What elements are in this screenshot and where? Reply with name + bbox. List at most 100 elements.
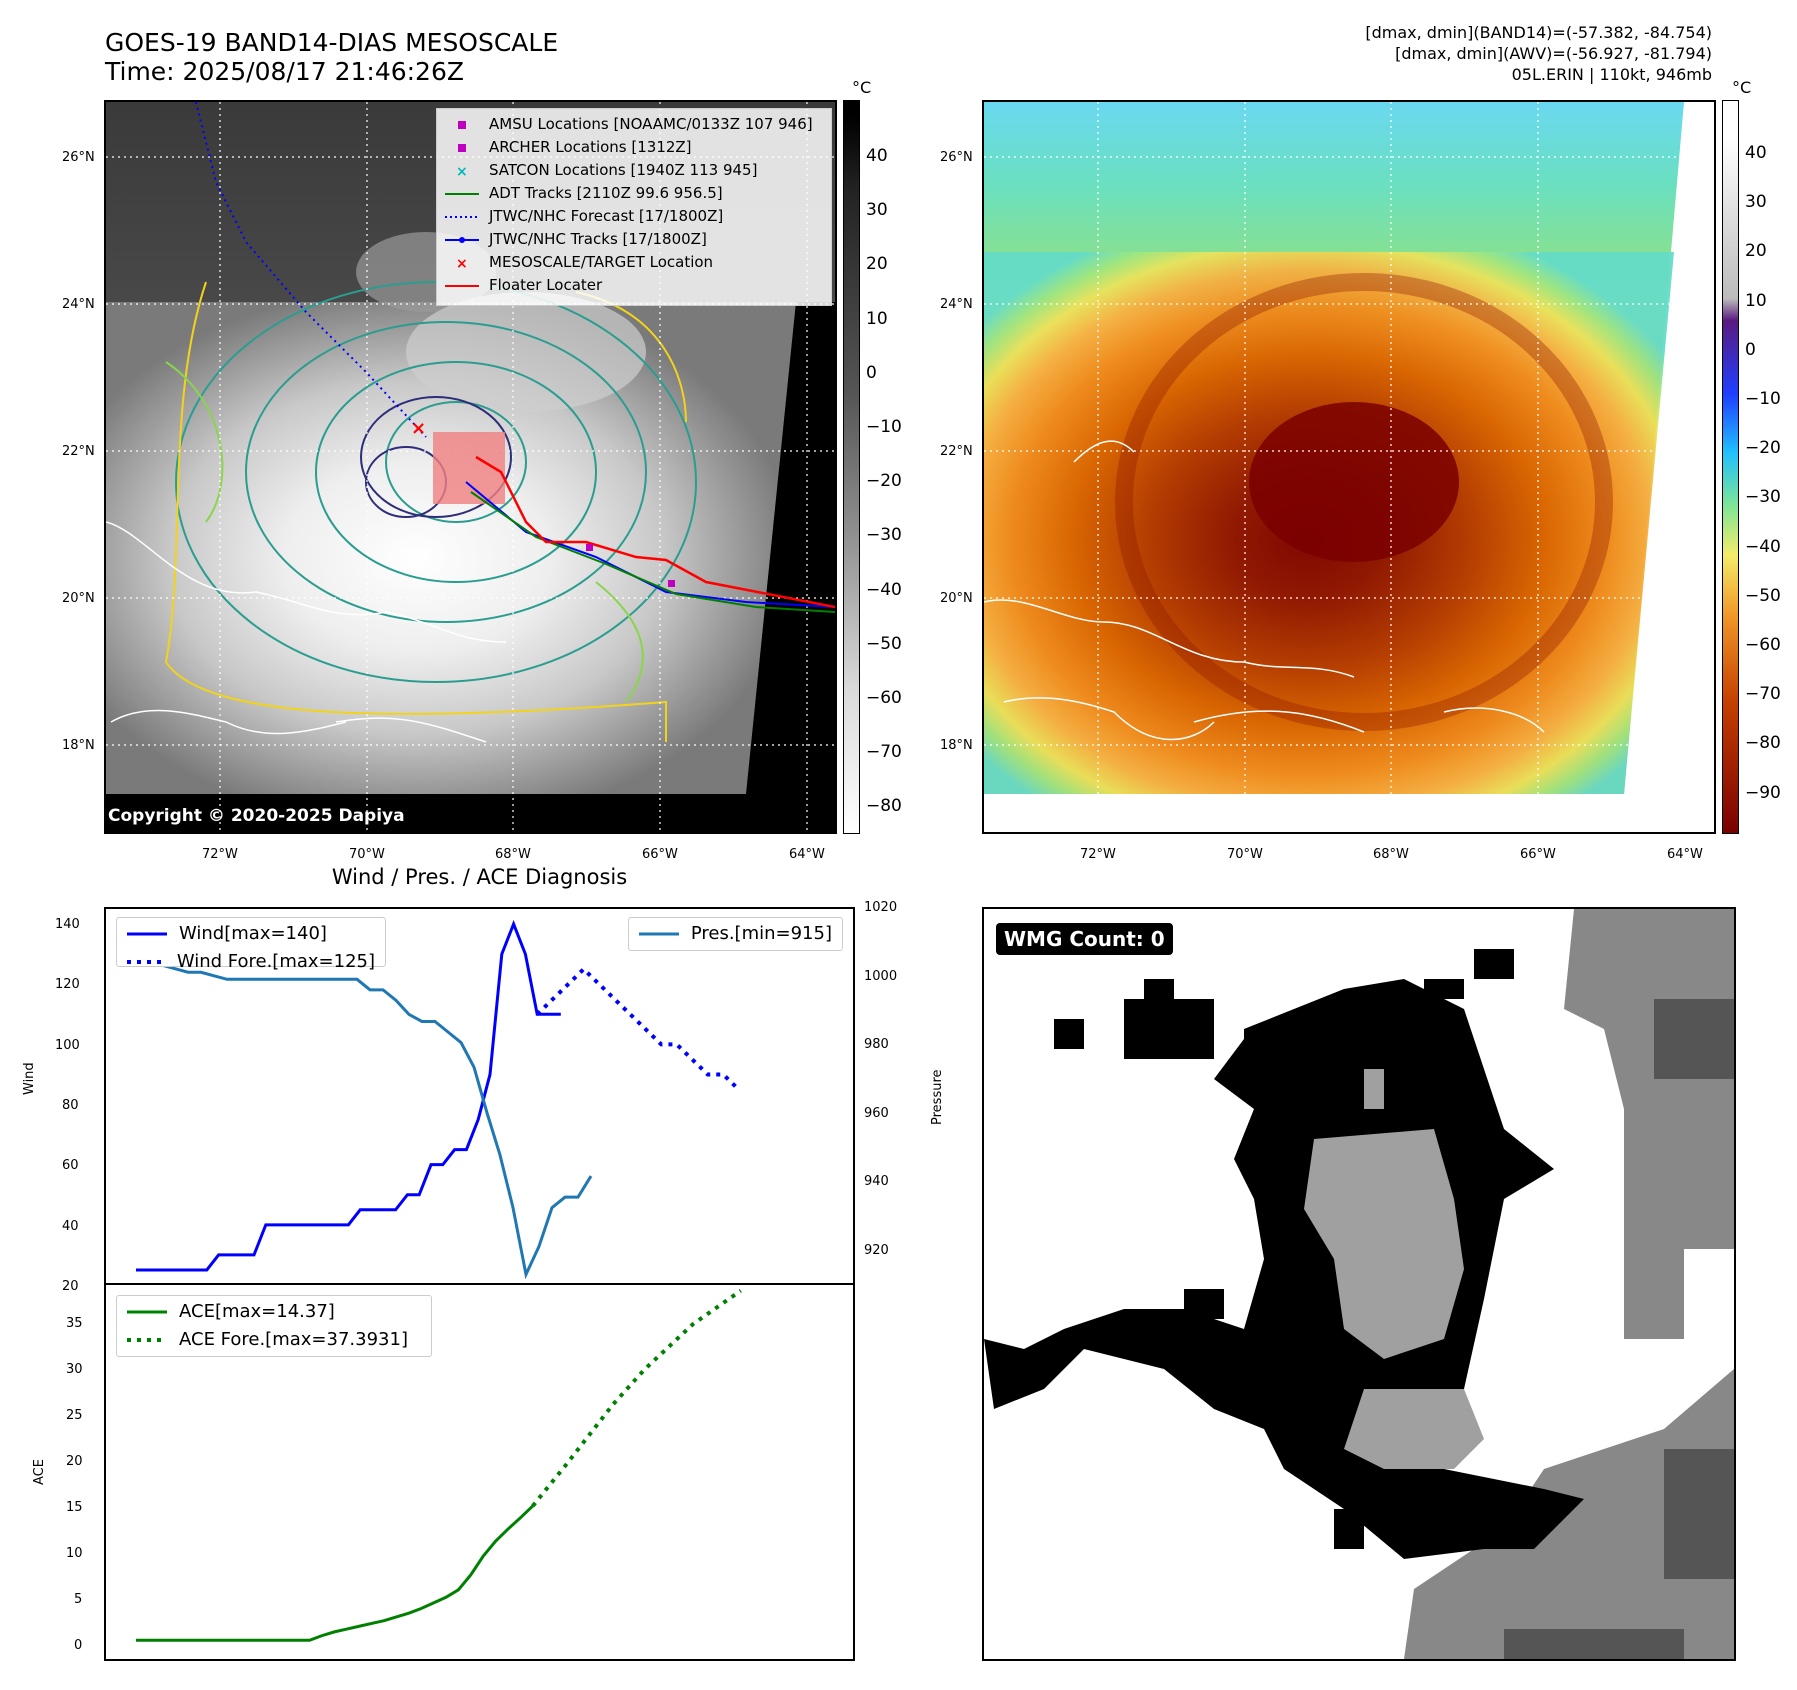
- ir-cbar-tick: −10: [866, 417, 902, 437]
- awv-cbar-unit: °C: [1732, 78, 1752, 97]
- awv-cbar-tick: 20: [1745, 241, 1767, 262]
- ir-cbar-tick: −30: [866, 525, 902, 546]
- ace-ylabel: ACE: [32, 1459, 47, 1485]
- legend-label: SATCON Locations [1940Z 113 945]: [489, 161, 758, 179]
- wind-ylabel: Wind: [22, 1062, 37, 1095]
- legend-wind-fore-item: Wind Fore.[max=125]: [127, 951, 375, 972]
- pres-tick-label: 1020: [864, 900, 898, 915]
- wind-legend: Wind[max=140] Wind Fore.[max=125]: [116, 917, 386, 972]
- legend-label: ARCHER Locations [1312Z]: [489, 138, 692, 156]
- wmg-classification-image: [984, 909, 1734, 1659]
- legend-item: Floater Locater: [445, 274, 823, 297]
- legend-item: JTWC/NHC Forecast [17/1800Z]: [445, 205, 823, 228]
- lon-tick-label: 70°W: [1227, 847, 1263, 862]
- header-line-1: [dmax, dmin](BAND14)=(-57.382, -84.754): [1365, 23, 1712, 42]
- legend-item: ADT Tracks [2110Z 99.6 956.5]: [445, 182, 823, 205]
- legend-label: Floater Locater: [489, 276, 603, 294]
- awv-cbar-tick: −10: [1745, 389, 1781, 409]
- legend-symbol: [445, 118, 479, 132]
- lat-tick-label: 26°N: [940, 150, 973, 165]
- title-line-2: Time: 2025/08/17 21:46:26Z: [105, 57, 464, 86]
- ir-cbar-tick: 10: [866, 308, 888, 329]
- legend-symbol: [445, 187, 479, 201]
- ace-line: [136, 1504, 534, 1642]
- ace-tick-label: 30: [66, 1362, 83, 1377]
- awv-cbar-tick: 0: [1745, 339, 1756, 360]
- ir-cbar-tick: −20: [866, 471, 902, 492]
- lat-tick-label: 20°N: [62, 591, 95, 606]
- ace-panel: ACE[max=14.37] ACE Fore.[max=37.3931]: [104, 1283, 855, 1661]
- wind-line: [136, 919, 561, 1272]
- pressure-ylabel: Pressure: [930, 1069, 945, 1125]
- lat-tick-label: 18°N: [940, 738, 973, 753]
- awv-cbar-tick: −70: [1745, 684, 1781, 705]
- legend-ace-fore-item: ACE Fore.[max=37.3931]: [127, 1329, 408, 1350]
- legend-wind-item: Wind[max=140]: [127, 923, 327, 944]
- ir-map-image: ×: [106, 102, 835, 832]
- legend-item: ARCHER Locations [1312Z]: [445, 136, 823, 159]
- wind-tick-label: 20: [62, 1278, 79, 1294]
- ir-cbar-tick: −70: [866, 742, 902, 763]
- ir-cbar-tick: −60: [866, 688, 902, 708]
- awv-cbar-tick: −50: [1745, 585, 1781, 606]
- lon-tick-label: 66°W: [642, 847, 678, 862]
- legend-label: JTWC/NHC Tracks [17/1800Z]: [489, 230, 707, 248]
- awv-cbar-tick: −60: [1745, 635, 1781, 655]
- archer-marker: [586, 544, 593, 551]
- legend-label: ADT Tracks [2110Z 99.6 956.5]: [489, 184, 723, 202]
- ace-tick-label: 25: [66, 1408, 83, 1423]
- svg-text:×: ×: [456, 256, 468, 270]
- svg-text:×: ×: [456, 164, 468, 178]
- awv-cbar-tick: −30: [1745, 487, 1781, 508]
- ir-cbar-unit: °C: [852, 78, 872, 97]
- legend-symbol: [445, 233, 479, 247]
- ir-map-panel: × Copyright © 2020-2025 Dapiya AMSU Loca…: [104, 100, 837, 834]
- wind-tick-label: 140: [55, 917, 80, 932]
- awv-cbar-tick: −20: [1745, 438, 1781, 459]
- wmg-count-badge: WMG Count: 0: [996, 923, 1173, 955]
- ace-tick-label: 35: [66, 1316, 83, 1331]
- legend-label: AMSU Locations [NOAAMC/0133Z 107 946]: [489, 115, 813, 133]
- legend-symbol: [445, 210, 479, 224]
- awv-map-panel: [982, 100, 1716, 834]
- copyright-text: Copyright © 2020-2025 Dapiya: [108, 806, 405, 826]
- legend-ace-item: ACE[max=14.37]: [127, 1301, 335, 1322]
- pres-tick-label: 940: [864, 1174, 889, 1189]
- legend-item: × SATCON Locations [1940Z 113 945]: [445, 159, 823, 182]
- lat-tick-label: 24°N: [62, 297, 95, 312]
- ir-cbar-tick: −50: [866, 633, 902, 654]
- lat-tick-label: 22°N: [62, 444, 95, 459]
- lat-tick-label: 22°N: [940, 444, 973, 459]
- awv-map-image: [984, 102, 1714, 832]
- wind-tick-label: 40: [62, 1218, 79, 1234]
- pres-tick-label: 920: [864, 1242, 889, 1258]
- legend-label: JTWC/NHC Forecast [17/1800Z]: [489, 207, 724, 225]
- ace-forecast-line: [531, 1289, 742, 1508]
- legend-item: × MESOSCALE/TARGET Location: [445, 251, 823, 274]
- legend-symbol: ×: [445, 164, 479, 178]
- legend-symbol: [445, 141, 479, 155]
- ace-tick-label: 0: [74, 1638, 83, 1653]
- wind-tick-label: 120: [55, 977, 80, 993]
- ace-chart: [136, 1289, 742, 1642]
- awv-cbar-tick: −90: [1745, 782, 1781, 803]
- lon-tick-label: 64°W: [1667, 847, 1703, 862]
- legend-symbol: ×: [445, 256, 479, 270]
- wind-pres-panel: Wind[max=140] Wind Fore.[max=125] Pres.[…: [104, 907, 855, 1285]
- awv-cbar-gradient: [1722, 100, 1739, 834]
- ace-tick-label: 10: [66, 1546, 83, 1561]
- awv-cbar-tick: 10: [1745, 290, 1767, 311]
- ir-cbar-tick: 30: [866, 200, 888, 221]
- adt-track: [470, 491, 835, 613]
- wind-pressure-chart: [136, 919, 741, 1280]
- pressure-line: [136, 960, 593, 1280]
- lon-tick-label: 70°W: [349, 847, 385, 862]
- ace-tick-label: 20: [66, 1454, 83, 1469]
- lon-tick-label: 64°W: [789, 847, 825, 862]
- ace-legend: ACE[max=14.37] ACE Fore.[max=37.3931]: [116, 1295, 432, 1357]
- lon-tick-label: 68°W: [495, 847, 531, 862]
- map-legend: AMSU Locations [NOAAMC/0133Z 107 946] ARC…: [436, 108, 832, 306]
- legend-label: MESOSCALE/TARGET Location: [489, 253, 714, 271]
- ir-cbar-tick: −80: [866, 796, 902, 817]
- awv-cbar-tick: −40: [1745, 536, 1781, 557]
